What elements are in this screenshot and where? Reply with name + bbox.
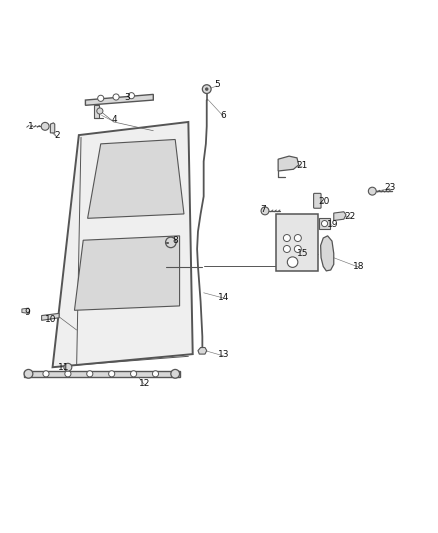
Text: 7: 7 xyxy=(260,205,266,214)
Circle shape xyxy=(43,371,49,377)
FancyBboxPatch shape xyxy=(94,106,99,118)
Polygon shape xyxy=(88,140,184,219)
Circle shape xyxy=(283,235,290,241)
Polygon shape xyxy=(53,122,193,367)
Circle shape xyxy=(261,207,269,215)
Text: 12: 12 xyxy=(139,379,150,388)
Text: 15: 15 xyxy=(297,249,308,258)
Circle shape xyxy=(166,237,176,248)
Circle shape xyxy=(283,246,290,253)
Circle shape xyxy=(41,123,49,130)
FancyBboxPatch shape xyxy=(314,193,321,208)
Circle shape xyxy=(65,371,71,377)
Circle shape xyxy=(109,371,115,377)
Polygon shape xyxy=(198,348,207,354)
Text: 6: 6 xyxy=(220,111,226,120)
Circle shape xyxy=(202,85,211,93)
FancyBboxPatch shape xyxy=(319,219,330,229)
Text: 10: 10 xyxy=(45,314,56,324)
Text: 9: 9 xyxy=(24,308,30,317)
Circle shape xyxy=(368,187,376,195)
Circle shape xyxy=(87,371,93,377)
Text: 20: 20 xyxy=(318,197,330,206)
Text: 14: 14 xyxy=(218,293,229,302)
Circle shape xyxy=(24,369,33,378)
FancyBboxPatch shape xyxy=(276,214,318,271)
Polygon shape xyxy=(85,94,153,106)
Circle shape xyxy=(64,364,72,371)
Circle shape xyxy=(128,93,134,99)
Polygon shape xyxy=(74,236,180,310)
Polygon shape xyxy=(321,236,334,271)
Text: 2: 2 xyxy=(54,131,60,140)
Text: 13: 13 xyxy=(218,351,229,359)
Polygon shape xyxy=(42,313,59,320)
Polygon shape xyxy=(278,156,299,171)
Circle shape xyxy=(98,95,104,101)
Circle shape xyxy=(113,94,119,100)
Circle shape xyxy=(171,369,180,378)
Circle shape xyxy=(97,108,103,114)
Polygon shape xyxy=(24,371,180,377)
Polygon shape xyxy=(50,123,55,133)
Circle shape xyxy=(294,246,301,253)
Circle shape xyxy=(152,371,159,377)
Circle shape xyxy=(294,235,301,241)
Text: 11: 11 xyxy=(58,363,69,372)
Text: 18: 18 xyxy=(353,262,365,271)
Text: 23: 23 xyxy=(384,183,396,192)
Text: 19: 19 xyxy=(327,220,339,229)
Text: 8: 8 xyxy=(172,236,178,245)
Circle shape xyxy=(205,87,208,91)
Circle shape xyxy=(131,371,137,377)
Circle shape xyxy=(321,221,328,227)
Text: 1: 1 xyxy=(28,122,34,131)
Text: 21: 21 xyxy=(297,161,308,170)
Text: 4: 4 xyxy=(111,115,117,124)
Text: 3: 3 xyxy=(124,93,130,102)
Circle shape xyxy=(287,257,298,268)
Text: 22: 22 xyxy=(345,212,356,221)
Polygon shape xyxy=(22,308,30,313)
Polygon shape xyxy=(334,212,346,221)
Text: 5: 5 xyxy=(214,80,220,89)
